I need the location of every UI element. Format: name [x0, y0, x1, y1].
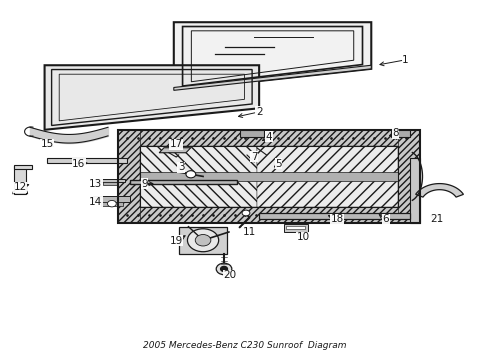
Polygon shape	[256, 146, 397, 207]
Polygon shape	[103, 182, 118, 185]
Text: 2: 2	[255, 107, 262, 117]
Polygon shape	[118, 207, 419, 223]
Text: 9: 9	[141, 179, 147, 189]
Circle shape	[242, 210, 249, 216]
Text: 3: 3	[178, 162, 184, 172]
Polygon shape	[14, 166, 26, 194]
Polygon shape	[140, 146, 397, 207]
Polygon shape	[118, 130, 419, 146]
Text: 5: 5	[275, 159, 282, 169]
Circle shape	[187, 229, 218, 252]
Polygon shape	[159, 148, 190, 153]
Text: 19: 19	[169, 236, 183, 246]
Polygon shape	[397, 130, 419, 223]
Polygon shape	[239, 130, 264, 137]
Text: 13: 13	[89, 179, 102, 189]
Text: 4: 4	[265, 132, 272, 142]
Polygon shape	[140, 172, 397, 181]
Circle shape	[107, 201, 116, 207]
Text: 15: 15	[41, 139, 54, 149]
Text: 18: 18	[330, 215, 343, 224]
Polygon shape	[47, 158, 127, 163]
Circle shape	[216, 263, 231, 275]
Circle shape	[185, 171, 195, 178]
Polygon shape	[14, 165, 32, 169]
Text: 16: 16	[72, 159, 85, 169]
Polygon shape	[130, 180, 237, 184]
Text: 10: 10	[296, 232, 309, 242]
Text: 20: 20	[223, 270, 236, 280]
Text: 8: 8	[391, 129, 398, 138]
Text: 17: 17	[169, 139, 183, 149]
Polygon shape	[250, 146, 262, 207]
Text: 6: 6	[382, 215, 388, 224]
Polygon shape	[96, 179, 125, 182]
Text: 14: 14	[89, 197, 102, 207]
Polygon shape	[259, 213, 409, 220]
Polygon shape	[283, 224, 307, 232]
Polygon shape	[409, 158, 419, 223]
Text: 7: 7	[250, 152, 257, 162]
Polygon shape	[118, 130, 419, 223]
Polygon shape	[140, 146, 256, 207]
Polygon shape	[178, 227, 227, 253]
Text: 2005 Mercedes-Benz C230 Sunroof  Diagram: 2005 Mercedes-Benz C230 Sunroof Diagram	[142, 341, 346, 350]
Polygon shape	[44, 65, 259, 130]
Text: 12: 12	[14, 182, 27, 192]
Polygon shape	[286, 226, 305, 229]
Polygon shape	[173, 65, 370, 90]
Text: 1: 1	[401, 55, 408, 65]
Polygon shape	[390, 130, 409, 137]
Polygon shape	[118, 130, 140, 223]
Circle shape	[195, 234, 210, 246]
Text: 21: 21	[429, 215, 443, 224]
Text: 11: 11	[242, 227, 256, 237]
Polygon shape	[93, 197, 130, 202]
Polygon shape	[173, 22, 370, 90]
Polygon shape	[415, 184, 463, 197]
Circle shape	[220, 266, 227, 271]
Polygon shape	[101, 202, 122, 206]
